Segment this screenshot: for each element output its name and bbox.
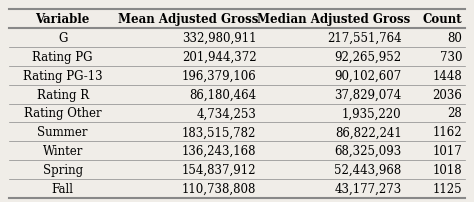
Text: 86,822,241: 86,822,241 — [335, 126, 401, 139]
Text: Rating PG: Rating PG — [33, 50, 93, 64]
Text: 2036: 2036 — [432, 88, 462, 101]
Text: 90,102,607: 90,102,607 — [335, 69, 401, 82]
Text: Median Adjusted Gross: Median Adjusted Gross — [257, 13, 410, 26]
Text: 183,515,782: 183,515,782 — [182, 126, 256, 139]
Text: Winter: Winter — [43, 144, 83, 158]
Text: Rating R: Rating R — [36, 88, 89, 101]
Text: 37,829,074: 37,829,074 — [335, 88, 401, 101]
Text: 1,935,220: 1,935,220 — [342, 107, 401, 120]
Text: 196,379,106: 196,379,106 — [182, 69, 256, 82]
Text: 730: 730 — [440, 50, 462, 64]
Text: Fall: Fall — [52, 182, 74, 195]
Text: Rating Other: Rating Other — [24, 107, 101, 120]
Text: 1017: 1017 — [432, 144, 462, 158]
Text: Mean Adjusted Gross: Mean Adjusted Gross — [118, 13, 259, 26]
Text: 154,837,912: 154,837,912 — [182, 163, 256, 176]
Text: Variable: Variable — [36, 13, 90, 26]
Text: 201,944,372: 201,944,372 — [182, 50, 256, 64]
Text: 28: 28 — [447, 107, 462, 120]
Text: Rating PG-13: Rating PG-13 — [23, 69, 102, 82]
Text: 217,551,764: 217,551,764 — [327, 32, 401, 45]
Text: Spring: Spring — [43, 163, 83, 176]
Text: 68,325,093: 68,325,093 — [335, 144, 401, 158]
Text: 92,265,952: 92,265,952 — [335, 50, 401, 64]
Text: G: G — [58, 32, 67, 45]
Text: 136,243,168: 136,243,168 — [182, 144, 256, 158]
Text: 52,443,968: 52,443,968 — [335, 163, 401, 176]
Text: 332,980,911: 332,980,911 — [182, 32, 256, 45]
Text: 86,180,464: 86,180,464 — [189, 88, 256, 101]
Text: Summer: Summer — [37, 126, 88, 139]
Text: 80: 80 — [447, 32, 462, 45]
Text: 1125: 1125 — [432, 182, 462, 195]
Text: Count: Count — [422, 13, 462, 26]
Text: 1018: 1018 — [432, 163, 462, 176]
Text: 1448: 1448 — [432, 69, 462, 82]
Text: 4,734,253: 4,734,253 — [197, 107, 256, 120]
Text: 43,177,273: 43,177,273 — [335, 182, 401, 195]
Text: 110,738,808: 110,738,808 — [182, 182, 256, 195]
Text: 1162: 1162 — [432, 126, 462, 139]
